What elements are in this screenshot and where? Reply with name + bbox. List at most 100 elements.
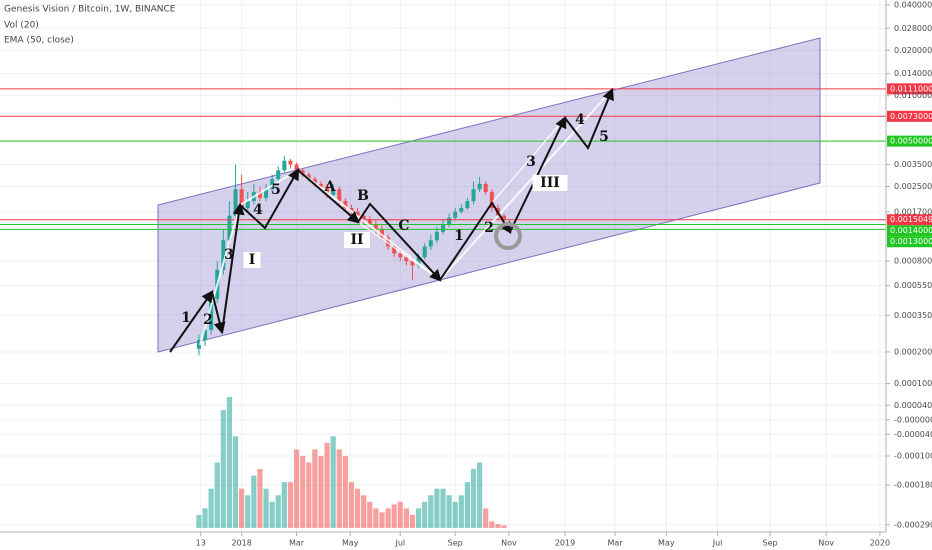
candle-body bbox=[294, 164, 299, 171]
level-tag bbox=[887, 110, 932, 122]
x-tick-label: Sep bbox=[448, 539, 463, 548]
x-tick-label: Nov bbox=[501, 539, 517, 548]
candle-body bbox=[471, 189, 476, 202]
candle-body bbox=[331, 189, 336, 195]
volume-bar bbox=[415, 508, 422, 528]
candle-body bbox=[282, 160, 287, 171]
wave-label: B bbox=[357, 188, 369, 204]
wave-label: 1 bbox=[454, 228, 464, 244]
volume-bar bbox=[220, 410, 226, 528]
volume-bar bbox=[501, 525, 507, 528]
y-tick-label: 0.0000400 bbox=[894, 401, 932, 410]
level-label: 0.0111000 bbox=[890, 84, 932, 93]
candle-body bbox=[392, 246, 397, 254]
arrow bbox=[169, 290, 214, 353]
wave-label: 3 bbox=[526, 154, 536, 170]
candle-body bbox=[367, 219, 372, 225]
levels: 0.01110000.00730000.00500000.00150490.00… bbox=[0, 83, 932, 248]
volume-bar bbox=[269, 501, 275, 528]
candle-body bbox=[453, 211, 458, 218]
volume-pane bbox=[196, 397, 507, 528]
candle-body bbox=[416, 257, 421, 266]
candle-body bbox=[459, 208, 464, 212]
level-label: 0.0014000 bbox=[890, 226, 932, 235]
volume-bar bbox=[318, 455, 324, 528]
x-tick-label: 13 bbox=[196, 539, 206, 548]
volume-bar bbox=[348, 482, 355, 528]
volume-bar bbox=[196, 514, 202, 528]
circle-mark bbox=[494, 222, 522, 250]
candle-body bbox=[398, 253, 403, 258]
candle-body bbox=[373, 224, 378, 230]
candle-body bbox=[203, 329, 208, 340]
candle-body bbox=[477, 183, 482, 190]
volume-bar bbox=[373, 508, 379, 528]
wave-label: 3 bbox=[224, 247, 234, 263]
candle-body bbox=[233, 189, 238, 216]
candle-body bbox=[489, 191, 494, 209]
volume-bar bbox=[239, 488, 245, 528]
x-tick-label: Mar bbox=[289, 539, 305, 548]
candle-body bbox=[361, 215, 366, 220]
volume-bar bbox=[367, 501, 373, 528]
candle-body bbox=[465, 201, 470, 209]
volume-bar bbox=[312, 449, 318, 528]
x-tick-label: Nov bbox=[818, 539, 834, 548]
wave-label: A bbox=[324, 179, 337, 195]
wave-label: 4 bbox=[575, 112, 585, 128]
volume-bar bbox=[495, 524, 501, 528]
wave-label: 4 bbox=[253, 202, 263, 218]
volume-bar bbox=[354, 488, 361, 528]
volume-bar bbox=[483, 508, 489, 528]
volume-bar bbox=[409, 514, 416, 528]
volume-bar bbox=[464, 482, 471, 528]
indicator: EMA (50, close) bbox=[4, 36, 74, 46]
x-tick-label: May bbox=[658, 539, 675, 548]
candle-body bbox=[227, 215, 232, 241]
volume-bar bbox=[440, 488, 446, 528]
x-tick-label: 2020 bbox=[870, 539, 890, 548]
volume-bar bbox=[379, 512, 385, 528]
volume-bar bbox=[361, 495, 367, 528]
arrow bbox=[221, 202, 245, 333]
level-label: 0.0013000 bbox=[890, 237, 932, 246]
volume-bar bbox=[330, 436, 336, 528]
level-tag bbox=[887, 135, 932, 147]
level-tag bbox=[887, 225, 932, 237]
arrow bbox=[211, 291, 226, 335]
level-label: 0.0015049 bbox=[890, 215, 932, 224]
candle-body bbox=[264, 189, 269, 198]
y-tick-label: -0.0002900 bbox=[894, 520, 932, 529]
level-tag bbox=[887, 236, 932, 248]
wave-label: 1 bbox=[181, 310, 191, 326]
wave-label: I bbox=[249, 252, 256, 268]
candle-body bbox=[343, 201, 348, 209]
volume-bar bbox=[391, 504, 397, 528]
wave-box bbox=[243, 252, 261, 268]
chart-title: Genesis Vision / Bitcoin, 1W, BINANCE bbox=[4, 5, 176, 15]
volume-bar bbox=[489, 521, 495, 528]
volume-bar bbox=[428, 495, 434, 528]
candle-body bbox=[257, 191, 262, 198]
volume-bar bbox=[245, 495, 251, 528]
arrow bbox=[439, 201, 512, 281]
x-tick-label: Jul bbox=[712, 539, 723, 548]
candle-body bbox=[312, 179, 317, 184]
level-label: 0.0050000 bbox=[890, 137, 932, 146]
volume-bar bbox=[403, 508, 409, 528]
volume-bar bbox=[263, 488, 269, 528]
volume-bar bbox=[477, 462, 483, 528]
wave-label: 5 bbox=[599, 129, 609, 145]
wave-label: 2 bbox=[484, 220, 494, 236]
candle-body bbox=[337, 189, 342, 202]
candle-body bbox=[379, 229, 384, 238]
